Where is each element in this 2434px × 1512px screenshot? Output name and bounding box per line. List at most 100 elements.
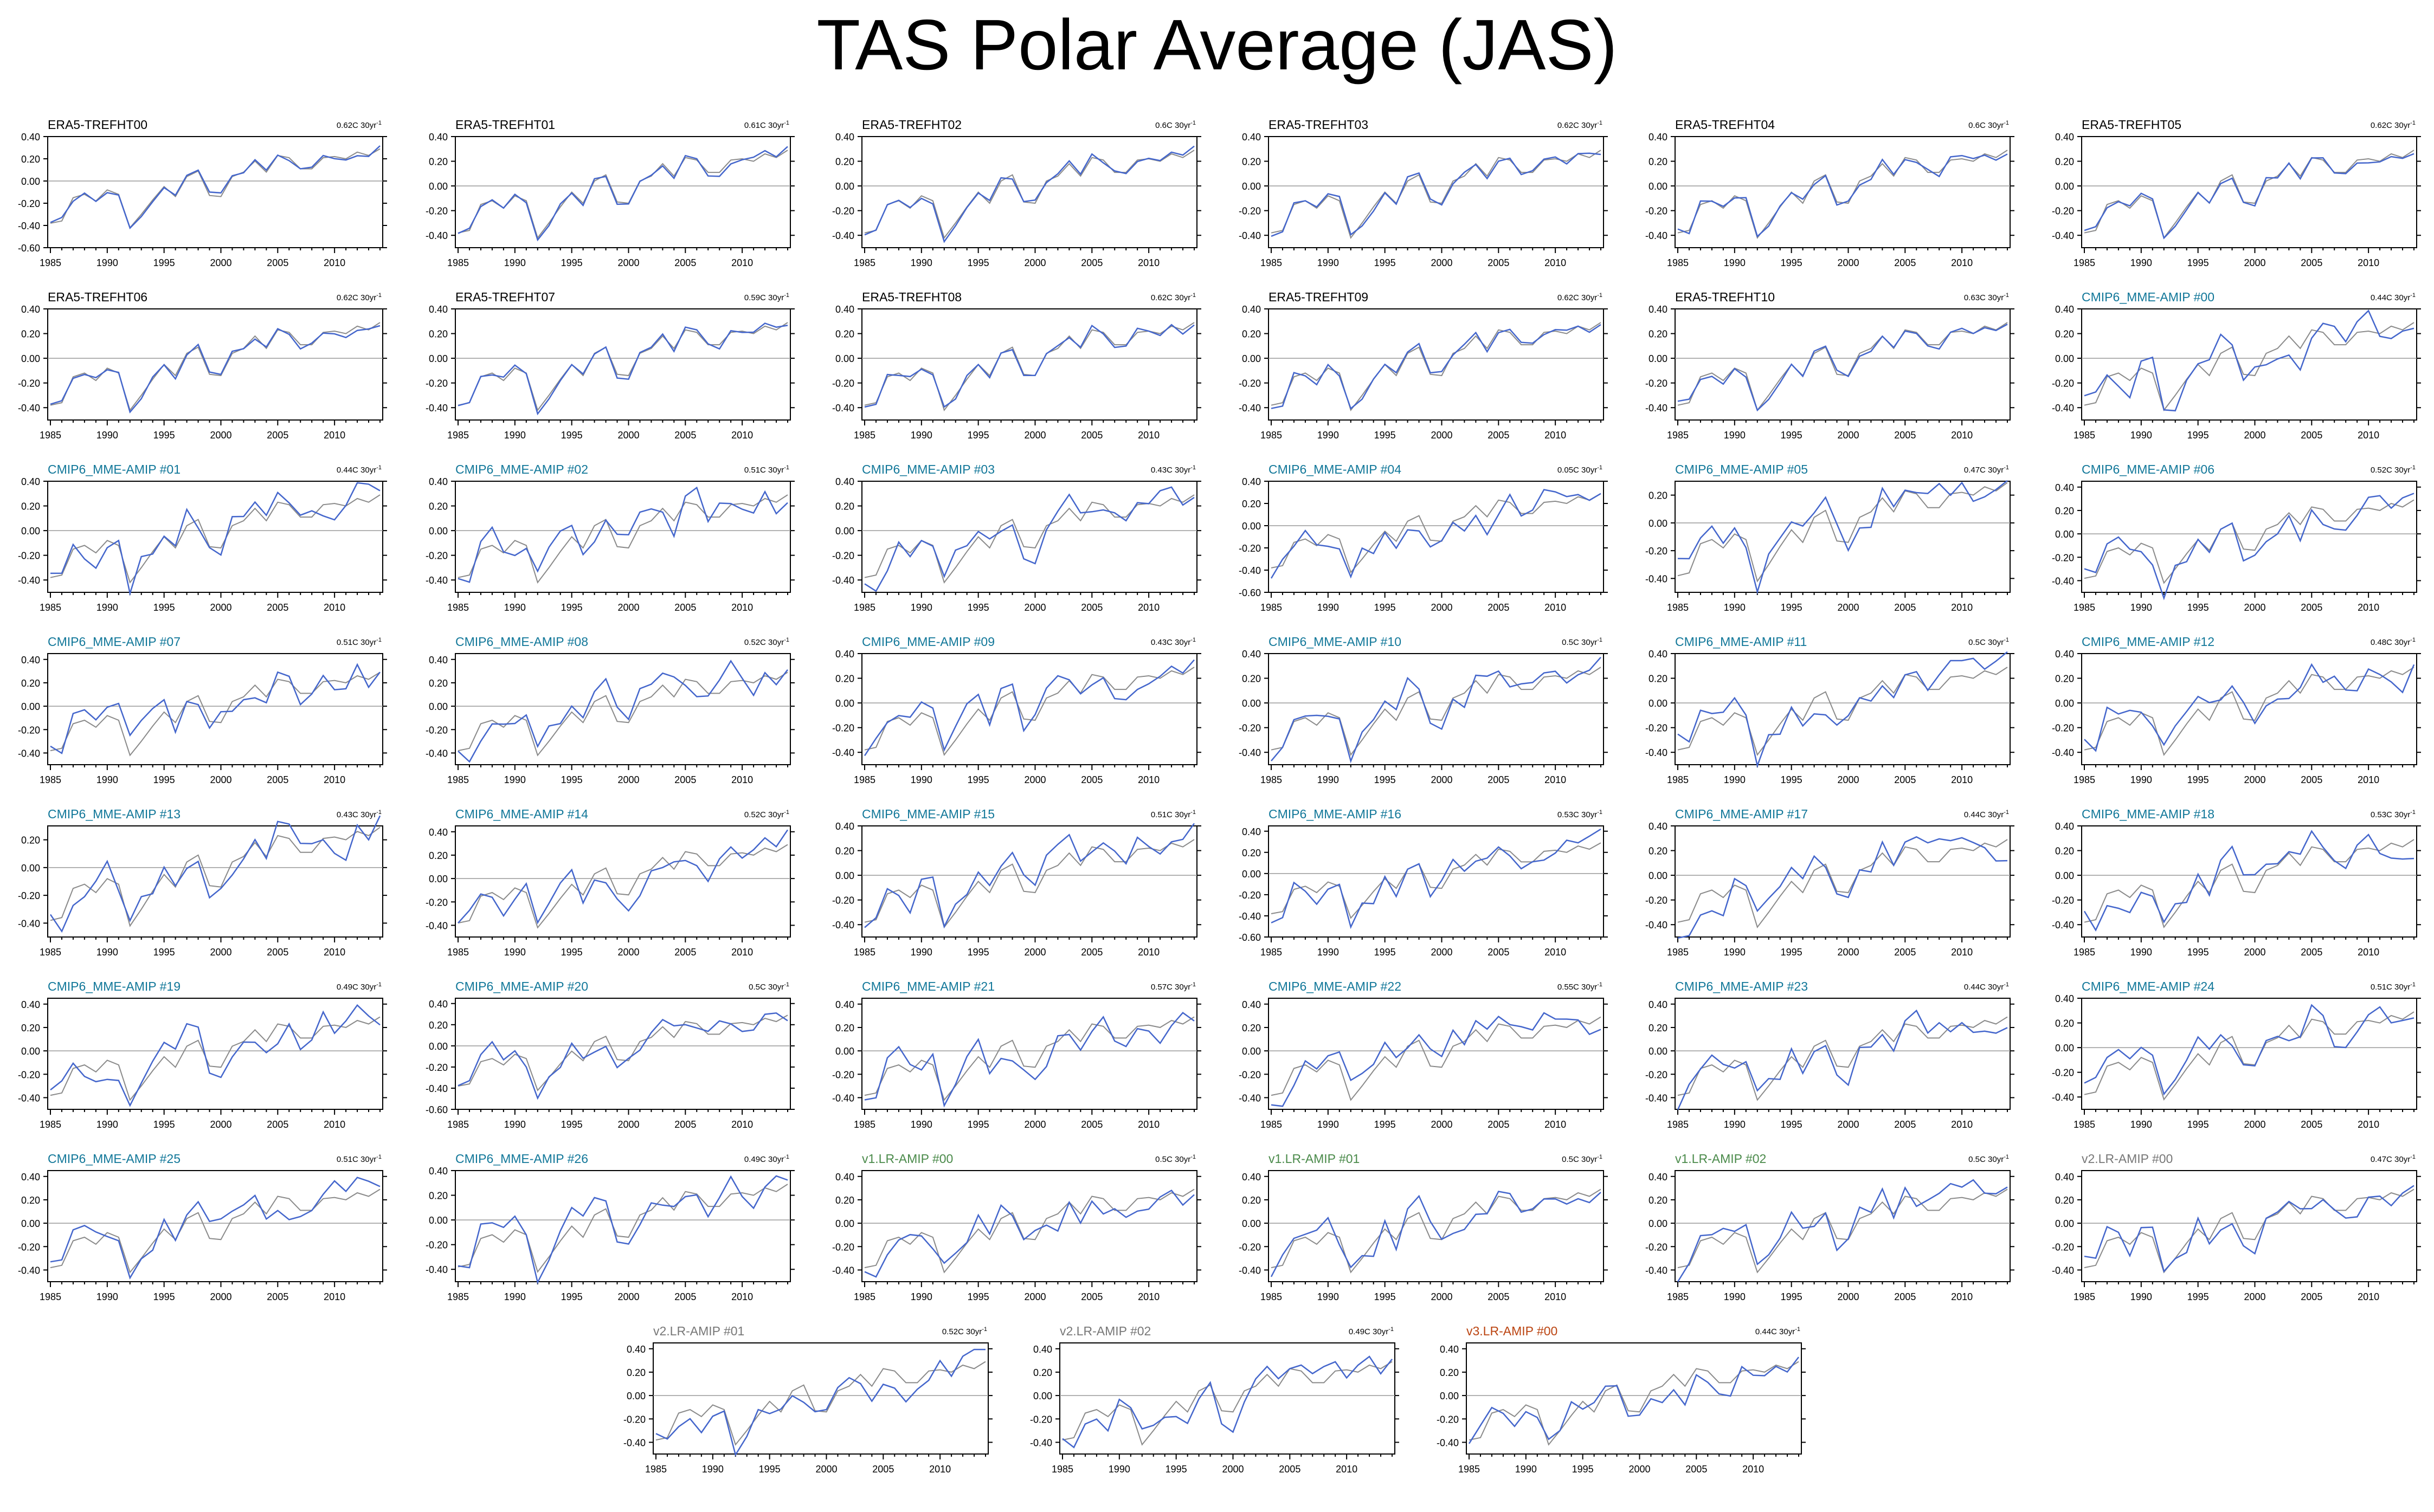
series-line-model — [1270, 489, 1601, 579]
series-line-model — [458, 1175, 788, 1284]
plot-frame — [1268, 308, 1604, 421]
y-tick-label: 0.00 — [21, 1046, 40, 1057]
series-line-reference — [458, 671, 788, 757]
panel-trend: 0.47C 30yr-1 — [1964, 464, 2009, 475]
panel-8: ERA5-TREFHT07 0.59C 30yr-1 0.40 0.20 0.00 -0.… — [426, 290, 795, 441]
x-tick-label: 2005 — [1279, 1464, 1300, 1475]
panel-trend: 0.44C 30yr-1 — [1964, 809, 2009, 819]
x-tick-label: 1995 — [759, 1464, 781, 1475]
panel-label: CMIP6_MME-AMIP #17 — [1675, 807, 1808, 821]
x-tick-label: 1995 — [561, 947, 583, 958]
panel-trend: 0.43C 30yr-1 — [337, 809, 382, 819]
panel-30: CMIP6_MME-AMIP #18 0.53C 30yr-1 0.40 0.20 0.… — [2052, 807, 2421, 958]
x-tick-label: 1990 — [504, 602, 526, 613]
trend-exponent: -1 — [1597, 1154, 1602, 1160]
y-tick-label: 0.00 — [1242, 1218, 1261, 1229]
x-tick-label: 1990 — [96, 1291, 118, 1302]
x-tick-label: 1990 — [2130, 257, 2152, 268]
x-tick-label: 1990 — [1724, 257, 1746, 268]
panel-label: ERA5-TREFHT09 — [1268, 290, 1368, 304]
y-tick-label: -0.20 — [1239, 543, 1261, 554]
y-tick-label: 0.40 — [2055, 304, 2074, 315]
x-tick-label: 1985 — [447, 774, 469, 785]
panel-3: ERA5-TREFHT02 0.6C 30yr-1 0.40 0.20 0.00 -0.2… — [832, 118, 1201, 268]
y-tick-label: -0.20 — [18, 725, 40, 735]
series-line-model — [49, 815, 381, 933]
x-tick-label: 2005 — [1894, 774, 1916, 785]
y-tick-label: -0.20 — [1239, 890, 1261, 901]
x-tick-label: 1985 — [1260, 1291, 1282, 1302]
x-tick-label: 2000 — [2244, 430, 2265, 441]
x-tick-label: 2000 — [1024, 947, 1046, 958]
panel-label: CMIP6_MME-AMIP #19 — [48, 979, 181, 993]
x-tick-label: 2005 — [1081, 1119, 1103, 1130]
y-tick-label: 0.40 — [2055, 132, 2074, 143]
y-tick-label: -0.20 — [832, 1242, 854, 1252]
y-tick-label: 0.40 — [1242, 999, 1261, 1010]
y-tick-label: 0.20 — [429, 1020, 448, 1031]
x-tick-label: 2010 — [1951, 774, 1973, 785]
x-tick-label: 1985 — [2074, 1119, 2095, 1130]
plot-frame — [1268, 653, 1604, 765]
plot-frame — [653, 1342, 989, 1455]
plot-frame — [47, 653, 383, 765]
y-tick-label: 0.00 — [2055, 870, 2074, 881]
x-tick-label: 1990 — [1317, 1119, 1339, 1130]
x-tick-label: 1990 — [1317, 602, 1339, 613]
series-line-reference — [2084, 322, 2414, 411]
x-tick-label: 2005 — [1894, 430, 1916, 441]
panel-2: ERA5-TREFHT01 0.61C 30yr-1 0.40 0.20 0.00 -0.… — [426, 118, 795, 268]
trend-exponent: -1 — [376, 809, 382, 816]
x-tick-label: 2005 — [2301, 947, 2322, 958]
y-tick-label: 0.00 — [1649, 353, 1667, 364]
x-tick-label: 1990 — [504, 774, 526, 785]
x-tick-label: 1990 — [1317, 257, 1339, 268]
x-tick-label: 1990 — [911, 430, 932, 441]
panel-label: CMIP6_MME-AMIP #21 — [862, 979, 995, 993]
panel-label: ERA5-TREFHT00 — [48, 118, 147, 132]
series-line-model — [2084, 1185, 2414, 1273]
y-tick-label: -0.20 — [1030, 1414, 1052, 1425]
trend-exponent: -1 — [1190, 120, 1196, 126]
x-tick-label: 1990 — [1515, 1464, 1537, 1475]
x-tick-label: 1985 — [1260, 430, 1282, 441]
y-tick-label: -0.40 — [1437, 1437, 1459, 1448]
y-tick-label: -0.20 — [1645, 378, 1667, 389]
panel-19: CMIP6_MME-AMIP #07 0.51C 30yr-1 0.40 0.20 0.… — [18, 635, 387, 785]
series-line-reference — [1677, 1188, 2008, 1274]
y-tick-label: 0.40 — [21, 304, 40, 315]
x-tick-label: 1995 — [2187, 774, 2209, 785]
x-tick-label: 1990 — [96, 430, 118, 441]
plot-frame — [2081, 825, 2417, 938]
plot-frame — [1675, 136, 2011, 248]
series-line-model — [458, 322, 788, 416]
x-tick-label: 2005 — [1488, 947, 1509, 958]
trend-exponent: -1 — [1597, 464, 1602, 471]
y-tick-label: 0.40 — [1242, 304, 1261, 315]
panel-33: CMIP6_MME-AMIP #21 0.57C 30yr-1 0.40 0.20 0.… — [832, 979, 1201, 1130]
y-tick-label: -0.20 — [2052, 895, 2074, 906]
panel-39: v1.LR-AMIP #00 0.5C 30yr-1 0.40 0.20 0.00 -0.… — [832, 1152, 1201, 1302]
y-tick-label: 0.00 — [429, 1215, 448, 1226]
x-tick-label: 1990 — [96, 1119, 118, 1130]
y-tick-label: -0.20 — [832, 551, 854, 561]
x-tick-label: 2000 — [1837, 602, 1859, 613]
panel-label: CMIP6_MME-AMIP #26 — [455, 1152, 588, 1166]
series-line-reference — [50, 1188, 381, 1274]
panel-label: ERA5-TREFHT02 — [862, 118, 962, 132]
panel-trend: 0.44C 30yr-1 — [337, 464, 382, 475]
x-tick-label: 2005 — [1894, 602, 1916, 613]
trend-exponent: -1 — [784, 292, 789, 299]
panel-trend: 0.51C 30yr-1 — [337, 637, 382, 647]
y-tick-label: 0.20 — [21, 835, 40, 846]
y-tick-label: -0.40 — [1645, 403, 1667, 413]
series-line-model — [50, 1177, 381, 1280]
series-line-model — [655, 1348, 986, 1457]
plot-frame — [455, 136, 791, 248]
panel-trend: 0.62C 30yr-1 — [337, 292, 382, 302]
series-line-reference — [458, 1015, 788, 1091]
panel-trend: 0.53C 30yr-1 — [2371, 809, 2416, 819]
y-tick-label: 0.00 — [2055, 698, 2074, 709]
trend-exponent: -1 — [1190, 464, 1196, 471]
panel-trend: 0.62C 30yr-1 — [1151, 292, 1196, 302]
